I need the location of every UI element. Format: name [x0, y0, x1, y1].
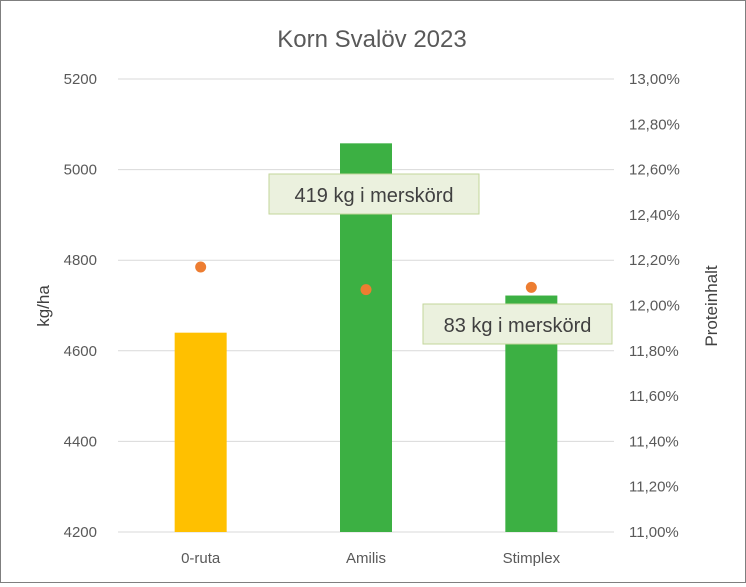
x-tick-label: Stimplex: [503, 550, 561, 567]
protein-points: [195, 261, 537, 296]
y-tick-label: 5000: [64, 162, 97, 179]
y2-axis-ticks: 11,00% 11,20% 11,40% 11,60% 11,80% 12,00% 12,2…: [629, 71, 680, 541]
y-tick-label: 4600: [64, 343, 97, 360]
annotations: 419 kg i merskörd 83 kg i merskörd: [268, 173, 613, 345]
protein-point-stimplex: [525, 281, 537, 293]
y2-tick-label: 12,60%: [629, 162, 680, 179]
y-tick-label: 4200: [64, 524, 97, 541]
annotation-label: 83 kg i merskörd: [444, 315, 592, 337]
y-axis-label: kg/ha: [34, 285, 53, 327]
x-tick-label: 0-ruta: [181, 550, 221, 567]
y-tick-label: 4800: [64, 252, 97, 269]
y2-axis-label: Proteinhalt: [702, 265, 721, 347]
y-tick-label: 4400: [64, 433, 97, 450]
protein-point-0-ruta: [195, 261, 207, 273]
annotation-box: [422, 303, 613, 345]
annotation-box: [268, 173, 480, 215]
x-axis-ticks: 0-ruta Amilis Stimplex: [181, 550, 561, 567]
y-axis-ticks: 4200 4400 4600 4800 5000 5200: [64, 71, 97, 541]
y2-tick-label: 11,00%: [629, 524, 679, 541]
y2-tick-label: 13,00%: [629, 71, 680, 88]
y2-tick-label: 11,40%: [629, 433, 679, 450]
y2-tick-label: 12,80%: [629, 116, 680, 133]
y2-tick-label: 12,40%: [629, 207, 680, 224]
x-tick-label: Amilis: [346, 550, 386, 567]
y2-tick-label: 11,60%: [629, 388, 679, 405]
annotation-label: 419 kg i merskörd: [295, 185, 454, 207]
y-tick-label: 5200: [64, 71, 97, 88]
protein-point-amilis: [360, 284, 372, 296]
y2-tick-label: 12,20%: [629, 252, 680, 269]
y2-tick-label: 12,00%: [629, 298, 680, 315]
bar-0-ruta: [174, 332, 227, 532]
y2-tick-label: 11,20%: [629, 479, 679, 496]
y2-tick-label: 11,80%: [629, 343, 679, 360]
chart-title: Korn Svalöv 2023: [277, 26, 466, 53]
